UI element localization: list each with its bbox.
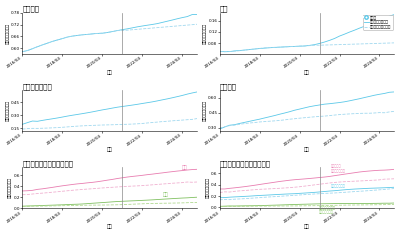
Y-axis label: 診療報酬請求件数: 診療報酬請求件数 — [6, 23, 10, 44]
Text: 訪問診療: 訪問診療 — [22, 6, 40, 12]
Text: 施設: 施設 — [162, 192, 168, 197]
X-axis label: 数月: 数月 — [107, 147, 113, 152]
Y-axis label: 診療報酬請求件数: 診療報酬請求件数 — [206, 177, 210, 198]
Legend: 実際値, 直線回帰トレンド, 反事実推定トレンド: 実際値, 直線回帰トレンド, 反事実推定トレンド — [363, 15, 392, 30]
Text: 療養場所別ターミナルケア: 療養場所別ターミナルケア — [22, 160, 74, 167]
Text: 施設基準別ターミナルケア: 施設基準別ターミナルケア — [220, 160, 271, 167]
Text: 在宅死亡: 在宅死亡 — [220, 83, 237, 90]
X-axis label: 数月: 数月 — [304, 70, 310, 75]
Text: 機能強化型
在支診・在支病: 機能強化型 在支診・在支病 — [331, 164, 346, 173]
X-axis label: 数月: 数月 — [304, 224, 310, 229]
Text: 往診: 往診 — [220, 6, 228, 12]
Text: 機能強化型・単独
在支診・在支病: 機能強化型・単独 在支診・在支病 — [318, 206, 336, 215]
Y-axis label: 診療報酬請求件数: 診療報酬請求件数 — [6, 100, 10, 121]
Text: ターミナルケア: ターミナルケア — [22, 83, 52, 90]
Y-axis label: 診療報酬請求件数: 診療報酬請求件数 — [8, 177, 12, 198]
X-axis label: 数月: 数月 — [107, 224, 113, 229]
Y-axis label: 診療報酬請求件数: 診療報酬請求件数 — [203, 100, 207, 121]
Text: 自宅: 自宅 — [182, 165, 188, 170]
X-axis label: 数月: 数月 — [304, 147, 310, 152]
Y-axis label: 診療報酬請求件数: 診療報酬請求件数 — [203, 23, 207, 44]
X-axis label: 数月: 数月 — [107, 70, 113, 75]
Text: 在支診・在支病: 在支診・在支病 — [331, 185, 346, 189]
